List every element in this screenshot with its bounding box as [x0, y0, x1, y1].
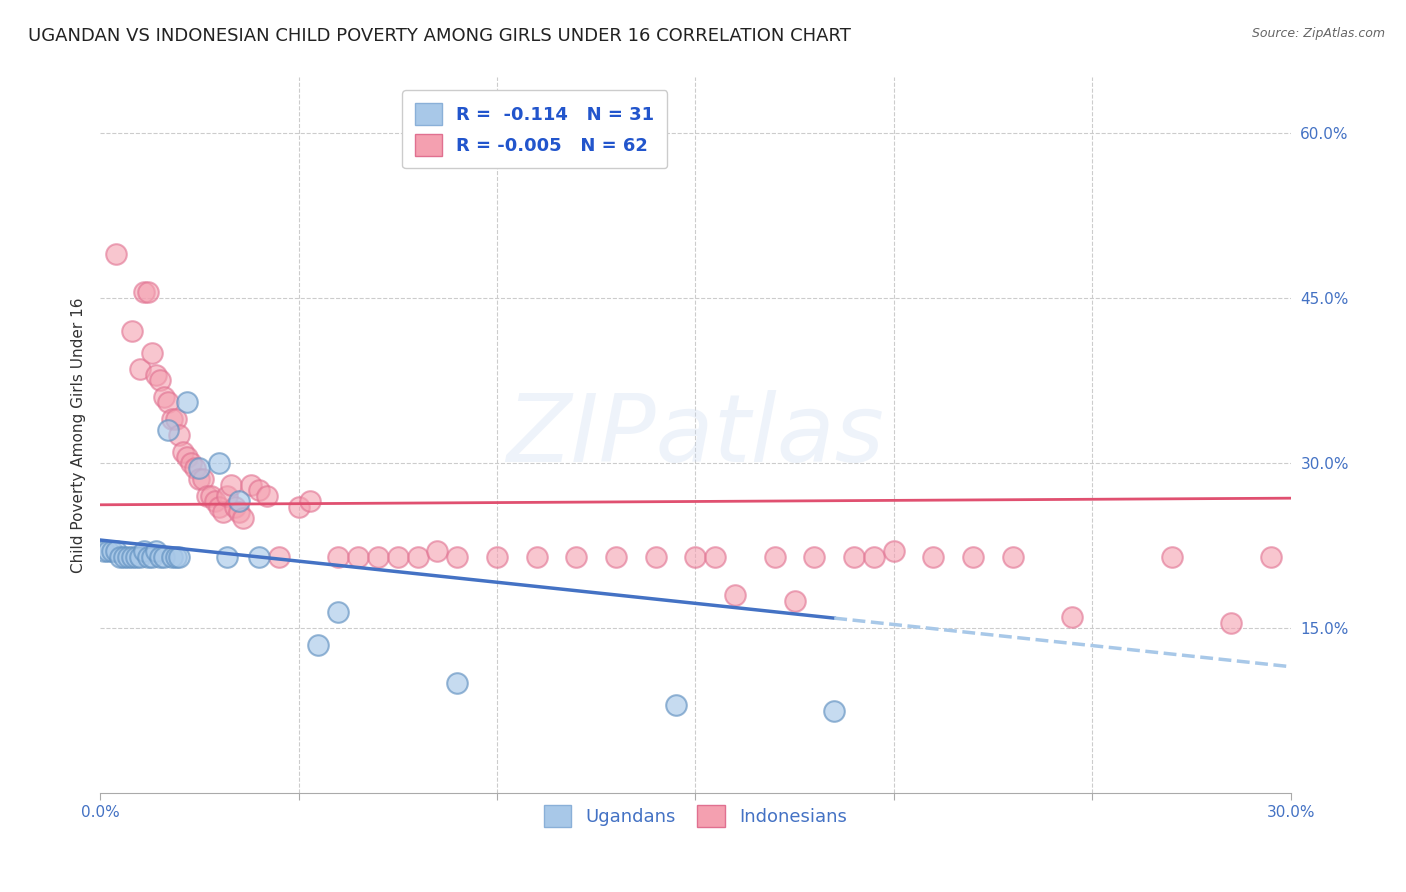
Point [105, 544, 128, 558]
Point [783, 593, 806, 607]
Point [132, 285, 155, 300]
Point [922, 549, 945, 564]
Point [883, 544, 905, 558]
Point [228, 506, 250, 520]
Point [169, 428, 191, 442]
Point [232, 511, 254, 525]
Point [299, 494, 322, 508]
Point [156, 395, 179, 409]
Point [152, 549, 174, 564]
Point [149, 549, 172, 564]
Point [1260, 549, 1282, 564]
Point [763, 549, 786, 564]
Point [141, 346, 163, 360]
Point [195, 489, 218, 503]
Point [724, 588, 747, 602]
Point [169, 549, 191, 564]
Point [1160, 549, 1182, 564]
Point [165, 549, 187, 564]
Point [128, 549, 150, 564]
Point [446, 549, 468, 564]
Point [108, 549, 131, 564]
Text: UGANDAN VS INDONESIAN CHILD POVERTY AMONG GIRLS UNDER 16 CORRELATION CHART: UGANDAN VS INDONESIAN CHILD POVERTY AMON… [28, 27, 851, 45]
Point [152, 390, 174, 404]
Point [247, 549, 270, 564]
Point [132, 544, 155, 558]
Point [1062, 610, 1084, 624]
Point [145, 544, 167, 558]
Point [803, 549, 825, 564]
Point [136, 549, 159, 564]
Point [267, 549, 290, 564]
Point [204, 494, 226, 508]
Point [193, 473, 215, 487]
Point [156, 423, 179, 437]
Point [685, 549, 707, 564]
Point [426, 544, 449, 558]
Point [121, 549, 143, 564]
Point [526, 549, 548, 564]
Point [239, 478, 262, 492]
Point [188, 473, 211, 487]
Point [256, 489, 278, 503]
Point [287, 500, 309, 514]
Point [180, 456, 202, 470]
Point [605, 549, 627, 564]
Point [125, 549, 148, 564]
Point [217, 549, 239, 564]
Point [664, 698, 686, 713]
Point [160, 412, 183, 426]
Point [145, 368, 167, 382]
Point [823, 704, 845, 718]
Point [217, 489, 239, 503]
Point [863, 549, 886, 564]
Point [149, 373, 172, 387]
Point [200, 489, 222, 503]
Point [328, 605, 350, 619]
Point [208, 500, 231, 514]
Point [97, 544, 120, 558]
Point [387, 549, 409, 564]
Point [962, 549, 984, 564]
Point [212, 506, 235, 520]
Point [105, 246, 128, 260]
Point [176, 395, 198, 409]
Point [446, 676, 468, 690]
Y-axis label: Child Poverty Among Girls Under 16: Child Poverty Among Girls Under 16 [72, 298, 86, 574]
Point [224, 500, 246, 514]
Point [644, 549, 666, 564]
Point [112, 549, 135, 564]
Point [1220, 615, 1243, 630]
Point [160, 549, 183, 564]
Point [188, 461, 211, 475]
Point [842, 549, 865, 564]
Point [117, 549, 139, 564]
Point [101, 544, 124, 558]
Point [93, 544, 115, 558]
Point [367, 549, 389, 564]
Point [347, 549, 370, 564]
Point [165, 412, 187, 426]
Legend: Ugandans, Indonesians: Ugandans, Indonesians [537, 798, 853, 834]
Point [328, 549, 350, 564]
Point [121, 324, 143, 338]
Point [136, 285, 159, 300]
Point [704, 549, 727, 564]
Point [307, 638, 329, 652]
Point [128, 362, 150, 376]
Point [176, 450, 198, 465]
Point [184, 461, 207, 475]
Point [406, 549, 429, 564]
Text: Source: ZipAtlas.com: Source: ZipAtlas.com [1251, 27, 1385, 40]
Point [228, 494, 250, 508]
Point [1001, 549, 1024, 564]
Point [219, 478, 242, 492]
Point [565, 549, 588, 564]
Point [141, 549, 163, 564]
Point [485, 549, 508, 564]
Point [172, 445, 194, 459]
Text: ZIPatlas: ZIPatlas [506, 390, 884, 481]
Point [208, 456, 231, 470]
Point [247, 483, 270, 498]
